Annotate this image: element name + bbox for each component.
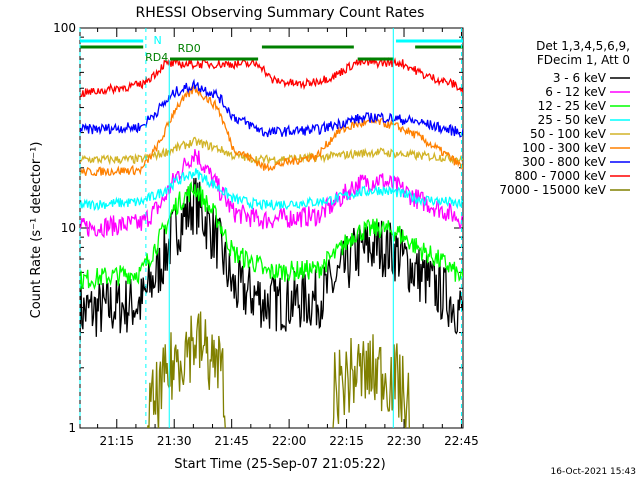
- series-group: [80, 57, 463, 428]
- series-line: [80, 177, 463, 343]
- legend: Det 1,3,4,5,6,9, FDecim 1, Att 0 3 - 6 k…: [499, 39, 630, 197]
- series-line: [80, 57, 463, 98]
- rd4-label: RD4: [145, 51, 168, 64]
- x-tick-label: 22:00: [272, 434, 307, 448]
- series-line: [80, 136, 463, 166]
- generated-timestamp: 16-Oct-2021 15:43: [551, 467, 636, 477]
- legend-label: 3 - 6 keV: [553, 71, 607, 85]
- series-line: [146, 311, 410, 428]
- series-line: [80, 78, 463, 138]
- series-line: [80, 181, 463, 291]
- y-axis-label: Count Rate (s⁻¹ detector⁻¹): [29, 142, 44, 319]
- legend-label: 100 - 300 keV: [522, 141, 606, 155]
- x-tick-label: 22:15: [329, 434, 364, 448]
- y-tick-label: 1: [68, 421, 76, 435]
- chart-title: RHESSI Observing Summary Count Rates: [136, 5, 425, 21]
- x-tick-label: 22:45: [444, 434, 479, 448]
- legend-label: 50 - 100 keV: [530, 127, 607, 141]
- y-tick-label: 10: [61, 221, 76, 235]
- series-line: [80, 168, 463, 212]
- x-tick-label: 21:15: [99, 434, 134, 448]
- legend-label: 25 - 50 keV: [538, 113, 607, 127]
- legend-label: 300 - 800 keV: [522, 155, 606, 169]
- x-tick-label: 21:30: [157, 434, 192, 448]
- annotation-group: N RD0 RD4: [79, 28, 463, 428]
- legend-header-decimation: FDecim 1, Att 0: [537, 53, 630, 67]
- legend-label: 6 - 12 keV: [545, 85, 607, 99]
- night-label: N: [154, 34, 162, 47]
- legend-label: 800 - 7000 keV: [515, 169, 607, 183]
- legend-label: 7000 - 15000 keV: [499, 183, 606, 197]
- x-axis-label: Start Time (25-Sep-07 21:05:22): [174, 457, 385, 472]
- legend-label: 12 - 25 keV: [538, 99, 607, 113]
- series-line: [80, 85, 463, 177]
- x-tick-label: 21:45: [214, 434, 249, 448]
- y-tick-label: 100: [53, 21, 76, 35]
- x-tick-label: 22:30: [387, 434, 422, 448]
- rd0-label: RD0: [178, 42, 201, 55]
- series-clip: [80, 57, 463, 428]
- series-line: [80, 149, 463, 239]
- legend-header-detectors: Det 1,3,4,5,6,9,: [536, 39, 630, 53]
